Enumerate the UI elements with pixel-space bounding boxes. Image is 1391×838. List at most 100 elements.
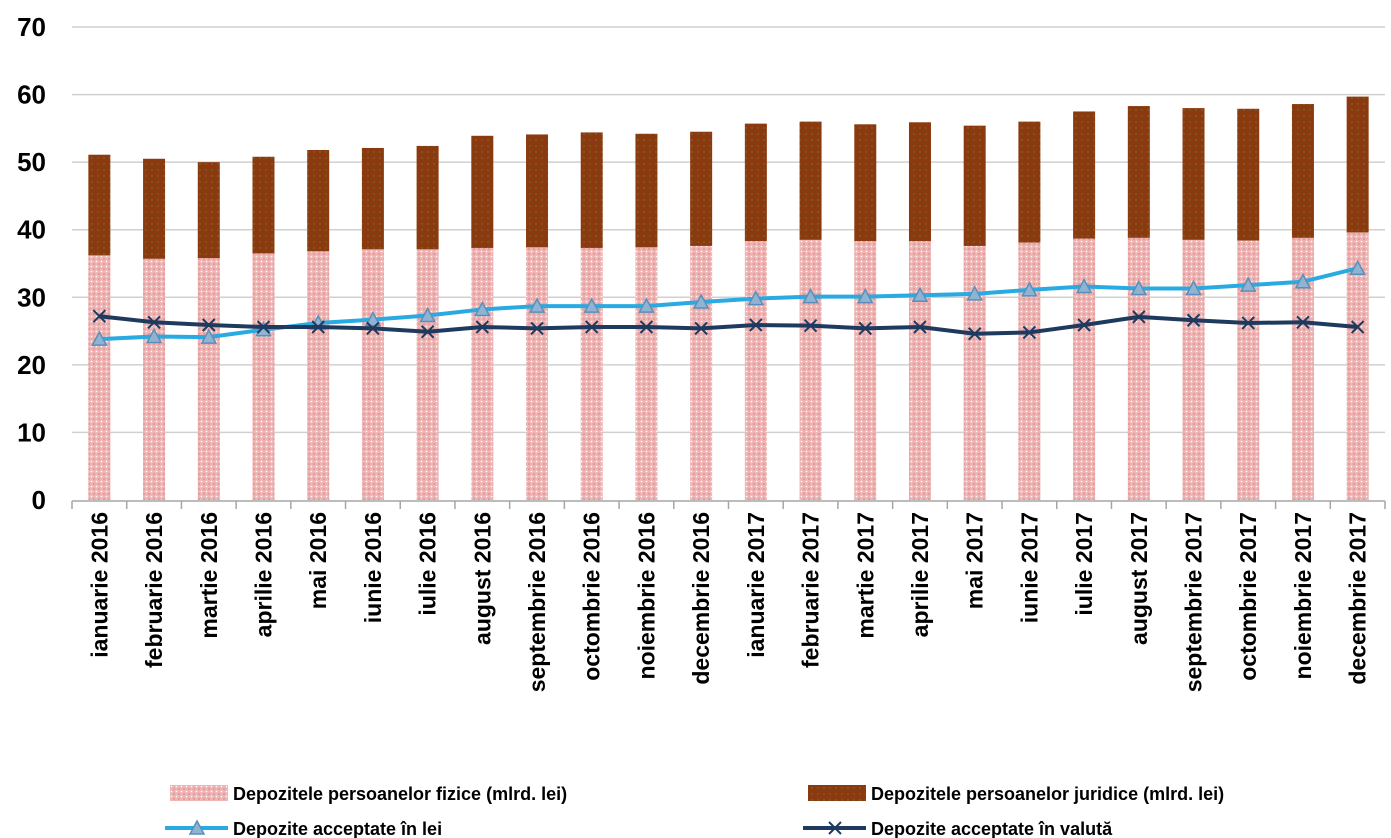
bar-depozitele-persoanelor-juridice-mlrd-lei-noiembrie-2016 xyxy=(635,133,658,248)
legend-label: Depozite acceptate în valută xyxy=(871,819,1113,838)
line-series xyxy=(91,259,1366,346)
point-depozite-acceptate-in-lei-ianuarie-2017 xyxy=(747,290,765,306)
x-axis: ianuarie 2016 februarie 2016 martie 2016 ap… xyxy=(71,500,1386,692)
legend-label: Depozite acceptate în lei xyxy=(233,819,442,838)
bar-depozitele-persoanelor-fizice-mlrd-lei-decembrie-2016 xyxy=(690,245,713,500)
x-tick-label-iunie-2017: iunie 2017 xyxy=(1016,512,1042,623)
bar-depozitele-persoanelor-fizice-mlrd-lei-august-2017 xyxy=(1127,237,1150,500)
bar-depozitele-persoanelor-fizice-mlrd-lei-august-2016 xyxy=(471,247,494,500)
legend-swatch xyxy=(170,785,228,801)
bar-depozitele-persoanelor-fizice-mlrd-lei-martie-2016 xyxy=(197,258,220,500)
x-tick-label-septembrie-2017: septembrie 2017 xyxy=(1181,512,1207,692)
bar-depozitele-persoanelor-juridice-mlrd-lei-octombrie-2016 xyxy=(580,132,603,248)
legend-item-depozite-acceptate-in-lei: Depozite acceptate în lei xyxy=(165,819,442,838)
x-tick-label-septembrie-2016: septembrie 2016 xyxy=(524,512,550,692)
point-depozite-acceptate-in-valuta-noiembrie-2017 xyxy=(1296,315,1310,329)
bar-depozitele-persoanelor-fizice-mlrd-lei-februarie-2016 xyxy=(143,258,166,500)
point-depozite-acceptate-in-lei-decembrie-2016 xyxy=(692,293,710,309)
x-tick-label-februarie-2017: februarie 2017 xyxy=(798,512,824,668)
point-depozite-acceptate-in-lei-iulie-2016 xyxy=(419,306,436,323)
x-tick-label-august-2017: august 2017 xyxy=(1126,512,1152,645)
x-tick-label-februarie-2016: februarie 2016 xyxy=(141,512,167,668)
bar-depozitele-persoanelor-fizice-mlrd-lei-iulie-2017 xyxy=(1073,238,1096,500)
point-depozite-acceptate-in-valuta-martie-2017 xyxy=(858,321,872,336)
point-depozite-acceptate-in-lei-martie-2016 xyxy=(200,328,218,344)
x-tick-label-mai-2016: mai 2016 xyxy=(305,512,331,609)
x-tick-label-august-2016: august 2016 xyxy=(469,512,495,645)
point-depozite-acceptate-in-lei-octombrie-2016 xyxy=(583,297,600,313)
legend-swatch xyxy=(803,821,866,835)
bar-depozitele-persoanelor-fizice-mlrd-lei-martie-2017 xyxy=(854,241,877,501)
point-depozite-acceptate-in-valuta-octombrie-2016 xyxy=(585,320,599,334)
x-tick-label-martie-2017: martie 2017 xyxy=(852,512,878,639)
point-depozite-acceptate-in-lei-februarie-2017 xyxy=(802,288,819,304)
legend-label: Depozitele persoanelor juridice (mlrd. l… xyxy=(871,784,1224,804)
legend-item-depozitele-persoanelor-fizice-mlrd-lei: Depozitele persoanelor fizice (mlrd. lei… xyxy=(170,784,567,804)
point-depozite-acceptate-in-valuta-aprilie-2016 xyxy=(256,320,271,334)
point-depozite-acceptate-in-lei-septembrie-2016 xyxy=(528,297,546,313)
y-tick-label-50: 50 xyxy=(17,147,46,177)
legend-item-depozite-acceptate-in-valuta: Depozite acceptate în valută xyxy=(803,819,1113,838)
point-depozite-acceptate-in-valuta-mai-2017 xyxy=(967,327,982,341)
bar-depozitele-persoanelor-juridice-mlrd-lei-noiembrie-2017 xyxy=(1291,104,1314,238)
bar-depozitele-persoanelor-juridice-mlrd-lei-septembrie-2017 xyxy=(1182,108,1205,240)
point-depozite-acceptate-in-lei-august-2017 xyxy=(1130,279,1148,296)
x-tick-label-iulie-2017: iulie 2017 xyxy=(1071,512,1097,616)
y-axis: 0 10 20 30 40 50 60 70 xyxy=(17,12,46,515)
point-depozite-acceptate-in-valuta-iunie-2017 xyxy=(1022,325,1037,340)
legend-swatch xyxy=(808,785,866,801)
x-tick-label-decembrie-2016: decembrie 2016 xyxy=(688,512,714,685)
legend-label: Depozitele persoanelor fizice (mlrd. lei… xyxy=(233,784,567,804)
point-depozite-acceptate-in-valuta-iulie-2016 xyxy=(420,325,435,339)
x-tick-label-iulie-2016: iulie 2016 xyxy=(415,512,441,616)
bar-depozitele-persoanelor-fizice-mlrd-lei-ianuarie-2017 xyxy=(744,241,767,501)
bar-depozitele-persoanelor-juridice-mlrd-lei-martie-2017 xyxy=(854,124,877,242)
bar-depozitele-persoanelor-fizice-mlrd-lei-noiembrie-2017 xyxy=(1291,237,1314,500)
y-tick-label-0: 0 xyxy=(32,485,46,515)
bar-depozitele-persoanelor-juridice-mlrd-lei-august-2016 xyxy=(471,135,494,248)
bar-depozitele-persoanelor-juridice-mlrd-lei-ianuarie-2017 xyxy=(744,123,767,242)
bar-depozitele-persoanelor-fizice-mlrd-lei-aprilie-2017 xyxy=(908,241,931,501)
bar-depozitele-persoanelor-juridice-mlrd-lei-februarie-2016 xyxy=(143,158,166,259)
bar-depozitele-persoanelor-fizice-mlrd-lei-iunie-2017 xyxy=(1018,242,1041,500)
point-depozite-acceptate-in-lei-iulie-2017 xyxy=(1075,277,1093,294)
x-tick-label-mai-2017: mai 2017 xyxy=(962,512,988,609)
point-depozite-acceptate-in-valuta-septembrie-2016 xyxy=(530,321,544,336)
point-depozite-acceptate-in-valuta-octombrie-2017 xyxy=(1241,316,1255,330)
point-depozite-acceptate-in-lei-ianuarie-2016 xyxy=(91,330,108,346)
point-depozite-acceptate-in-valuta-februarie-2016 xyxy=(147,315,161,329)
point-depozite-acceptate-in-valuta-august-2017 xyxy=(1132,310,1146,324)
bar-depozitele-persoanelor-juridice-mlrd-lei-mai-2017 xyxy=(963,125,986,246)
bar-depozitele-persoanelor-juridice-mlrd-lei-aprilie-2017 xyxy=(908,122,931,242)
bar-depozitele-persoanelor-fizice-mlrd-lei-septembrie-2017 xyxy=(1182,239,1205,500)
point-depozite-acceptate-in-lei-iunie-2017 xyxy=(1021,281,1038,297)
bar-depozitele-persoanelor-juridice-mlrd-lei-decembrie-2016 xyxy=(690,131,713,246)
point-depozite-acceptate-in-lei-iunie-2016 xyxy=(364,311,382,327)
bar-depozitele-persoanelor-fizice-mlrd-lei-iulie-2016 xyxy=(416,249,439,500)
point-depozite-acceptate-in-valuta-iunie-2016 xyxy=(366,321,380,336)
point-depozite-acceptate-in-valuta-februarie-2017 xyxy=(803,318,818,333)
point-depozite-acceptate-in-lei-februarie-2016 xyxy=(145,327,163,344)
point-depozite-acceptate-in-lei-mai-2017 xyxy=(966,285,983,301)
bar-depozitele-persoanelor-fizice-mlrd-lei-aprilie-2016 xyxy=(252,253,275,500)
bar-depozitele-persoanelor-juridice-mlrd-lei-februarie-2017 xyxy=(799,121,822,240)
legend-item-depozitele-persoanelor-juridice-mlrd-lei: Depozitele persoanelor juridice (mlrd. l… xyxy=(808,784,1224,804)
point-depozite-acceptate-in-valuta-ianuarie-2017 xyxy=(749,318,763,332)
point-depozite-acceptate-in-lei-octombrie-2017 xyxy=(1239,276,1257,292)
x-tick-label-noiembrie-2017: noiembrie 2017 xyxy=(1290,512,1316,679)
bar-depozitele-persoanelor-juridice-mlrd-lei-iunie-2017 xyxy=(1018,121,1041,243)
line-depozite-acceptate-in-lei xyxy=(99,266,1359,342)
gridlines xyxy=(72,26,1385,434)
point-depozite-acceptate-in-valuta-mai-2016 xyxy=(311,320,325,334)
point-depozite-acceptate-in-lei-august-2016 xyxy=(474,300,491,317)
bar-depozitele-persoanelor-fizice-mlrd-lei-septembrie-2016 xyxy=(526,247,549,500)
point-depozite-acceptate-in-lei-septembrie-2017 xyxy=(1185,279,1202,296)
x-tick-label-aprilie-2017: aprilie 2017 xyxy=(907,512,933,637)
bar-series xyxy=(88,96,1369,501)
x-tick-label-decembrie-2017: decembrie 2017 xyxy=(1345,512,1371,685)
bar-depozitele-persoanelor-juridice-mlrd-lei-august-2017 xyxy=(1127,106,1150,238)
bar-depozitele-persoanelor-juridice-mlrd-lei-aprilie-2016 xyxy=(252,156,275,254)
y-tick-label-40: 40 xyxy=(17,215,46,245)
bar-depozitele-persoanelor-juridice-mlrd-lei-iulie-2017 xyxy=(1073,111,1096,239)
